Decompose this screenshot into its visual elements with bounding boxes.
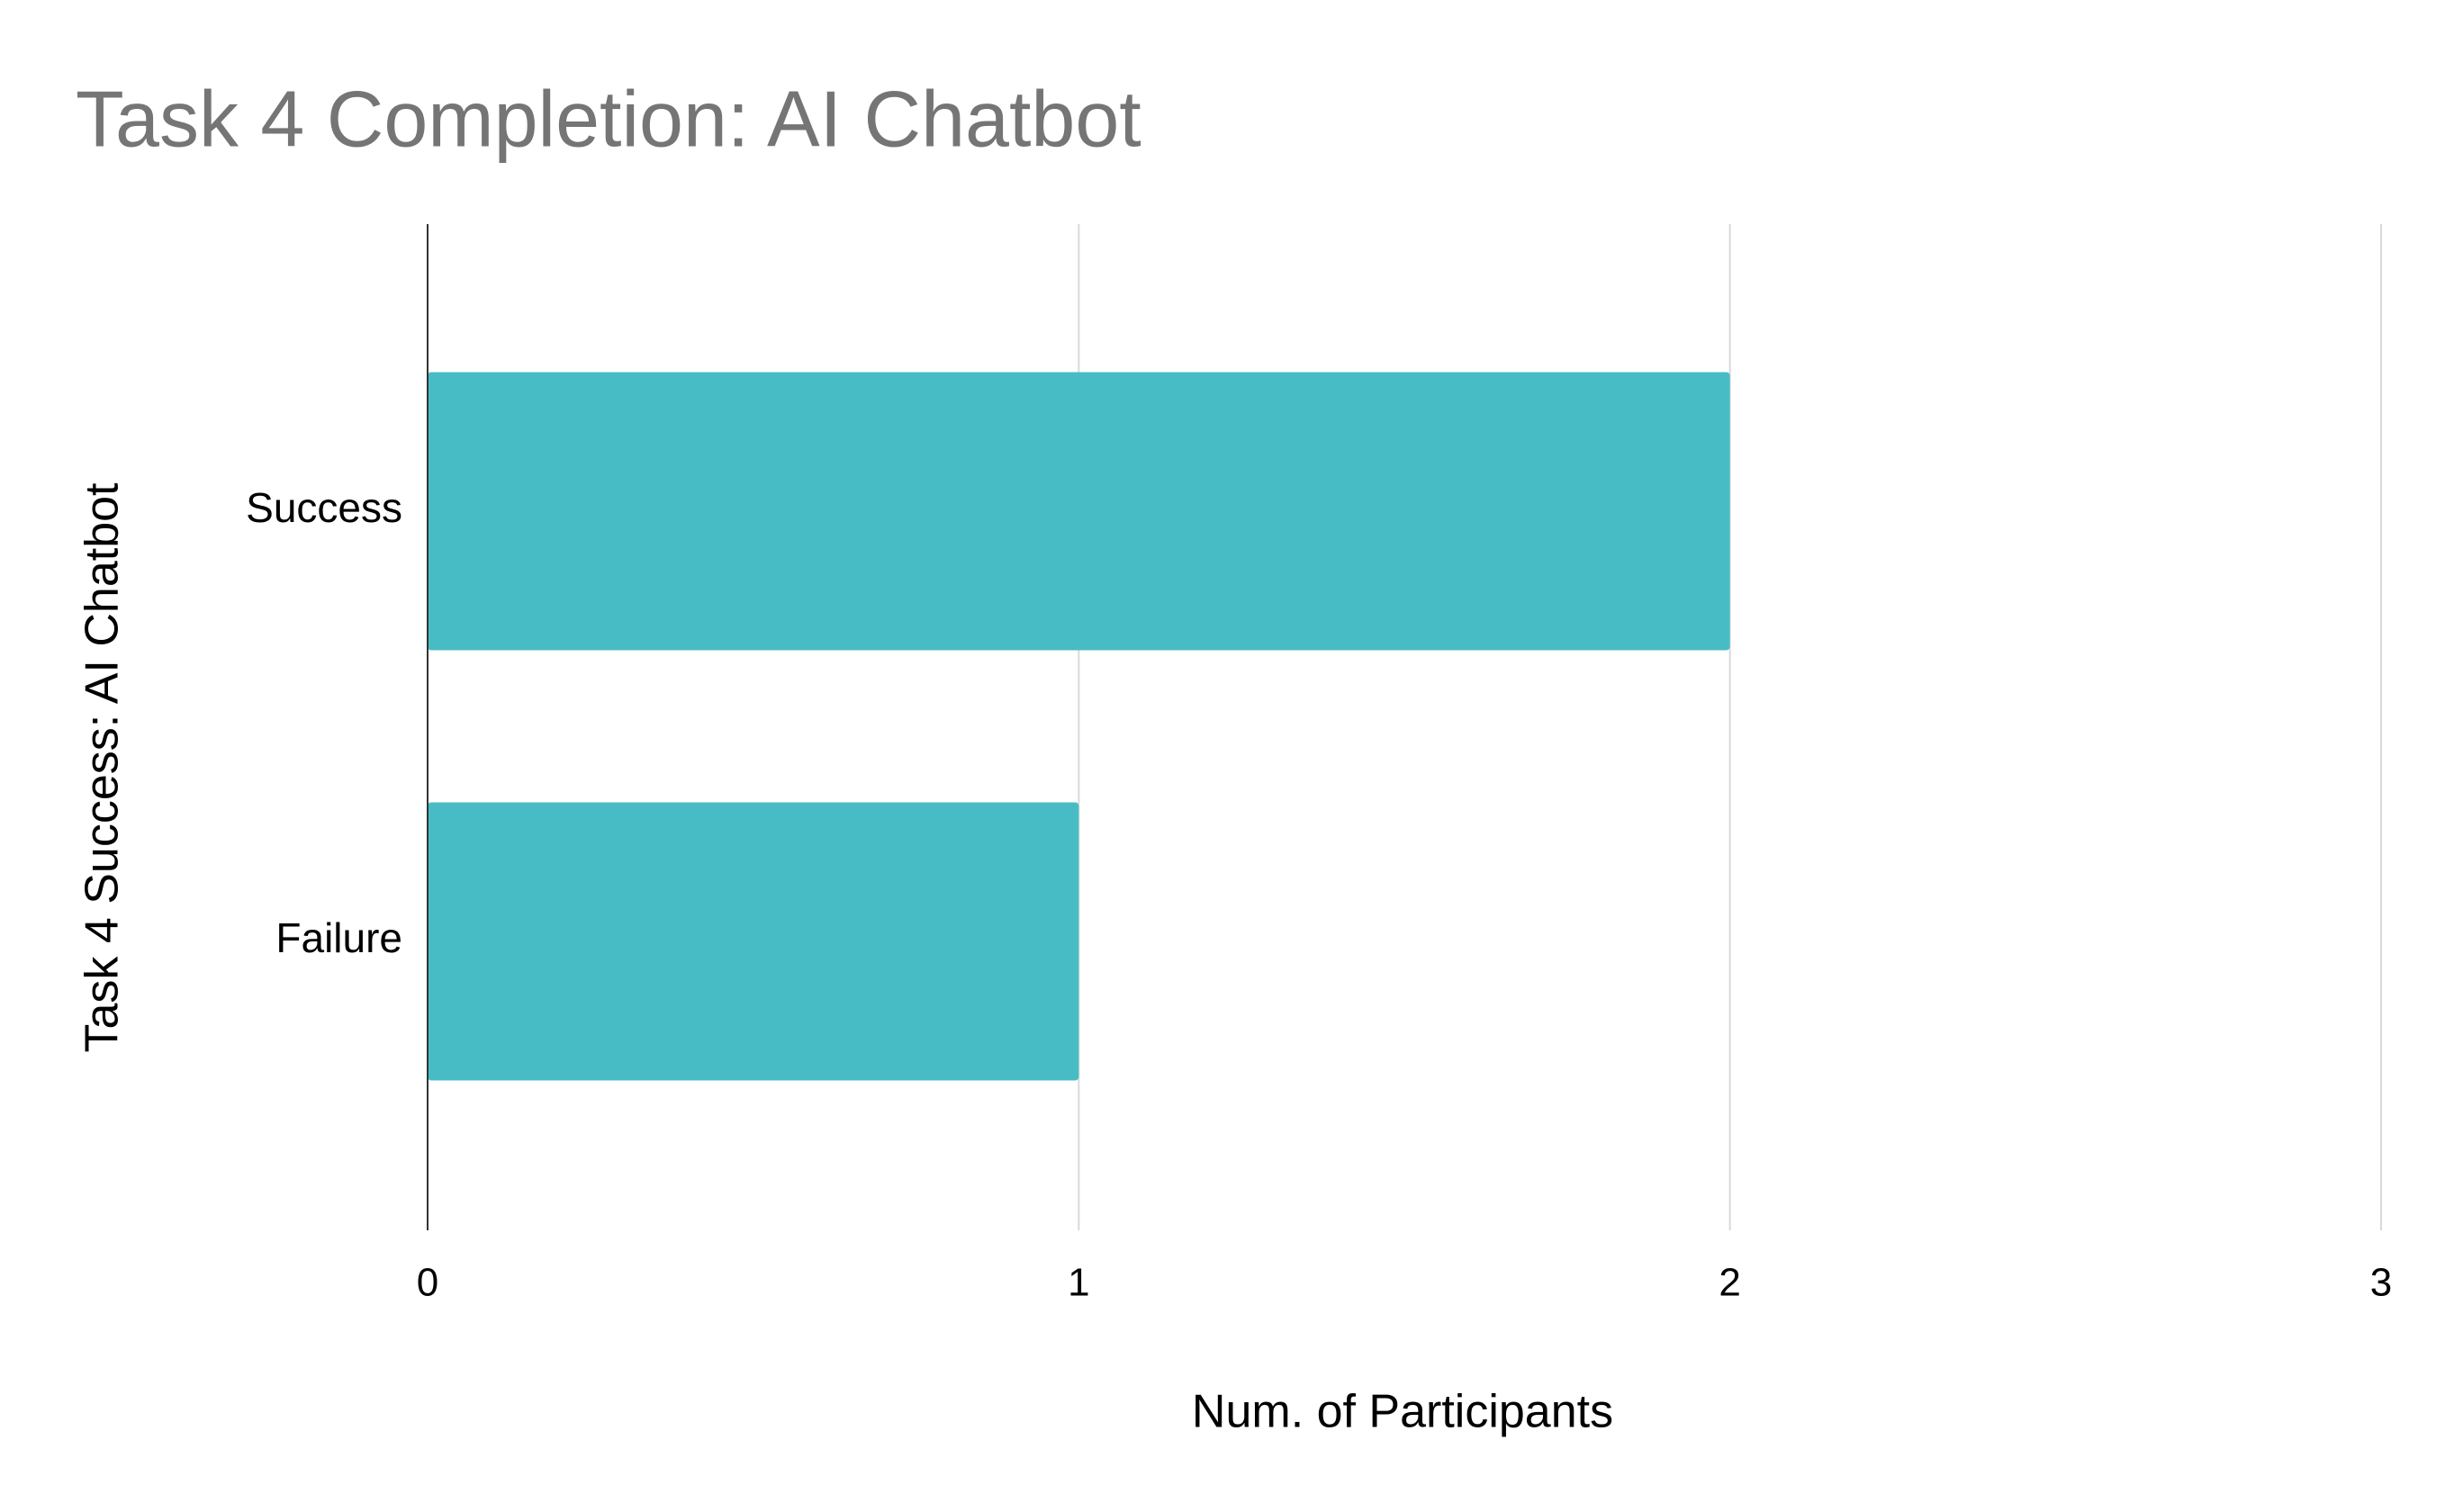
x-axis-label: Num. of Participants xyxy=(1192,1386,1613,1438)
x-tick-label: 2 xyxy=(1719,1261,1740,1305)
x-tick-label: 3 xyxy=(2370,1261,2392,1305)
bar xyxy=(428,372,1730,651)
y-axis-label: Task 4 Success: AI Chatbot xyxy=(77,482,129,1053)
y-tick-label: Success xyxy=(246,484,402,531)
y-tick-label: Failure xyxy=(275,914,402,961)
x-tick-label: 0 xyxy=(417,1261,438,1305)
bar xyxy=(428,802,1079,1081)
chart-title: Task 4 Completion: AI Chatbot xyxy=(76,74,1141,163)
x-tick-label: 1 xyxy=(1068,1261,1089,1305)
